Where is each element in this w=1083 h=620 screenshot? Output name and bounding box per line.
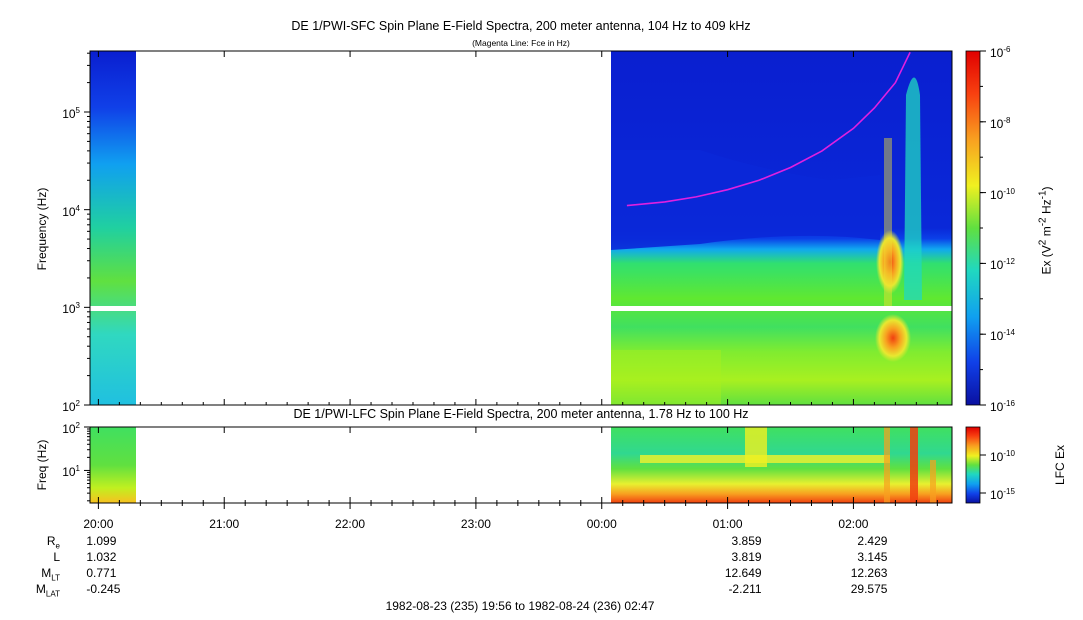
lfc-colorbar-scale	[965, 426, 981, 504]
colorbar-tick-label: 10-12	[990, 257, 1015, 273]
sfc-colorbar-scale	[965, 50, 981, 406]
lfc-spectrum-right-block	[611, 427, 952, 503]
ephemeris-row-label: MLAT	[35, 582, 60, 599]
lfc-colorbar	[965, 426, 981, 504]
lfc-y-tick-label: 101	[62, 464, 80, 480]
lfc-y-tick-label: 102	[62, 421, 80, 436]
ephemeris-value: 12.649	[724, 566, 762, 580]
sfc-panel	[89, 50, 953, 406]
time-tick-label: 02:00	[838, 517, 869, 531]
lfc-colorbar-tick-label: 10-15	[990, 487, 1015, 502]
time-tick-label: 21:00	[209, 517, 240, 531]
ephemeris-value: 12.263	[850, 566, 888, 580]
ephemeris-row-label: Re	[46, 534, 60, 551]
sfc-colorbar-ticks	[980, 50, 986, 406]
sfc-y-tick-label: 104	[62, 203, 80, 219]
sfc-colorbar-label: Ex (V2 m-2 Hz-1)	[1037, 186, 1054, 275]
ephemeris-value: 3.819	[731, 550, 762, 564]
time-tick-label: 22:00	[335, 517, 366, 531]
lfc-panel	[89, 426, 953, 504]
sfc-y-axis	[84, 52, 90, 406]
time-tick-label: 01:00	[712, 517, 743, 531]
lfc-title: DE 1/PWI-LFC Spin Plane E-Field Spectra,…	[293, 407, 749, 421]
ephemeris-value: 29.575	[850, 582, 888, 596]
lfc-column-4	[930, 460, 936, 503]
sfc-emission-lowfreq	[611, 350, 721, 405]
ephemeris-value: 1.032	[86, 550, 117, 564]
sfc-y-tick-label: 102	[62, 399, 80, 414]
sfc-emission-hotspot-upper	[876, 230, 904, 294]
time-axis-ticks	[97, 51, 938, 509]
ephemeris-row-label: MLT	[41, 566, 60, 583]
lfc-column-2	[910, 427, 918, 503]
colorbar-tick-label: 10-8	[990, 115, 1011, 131]
sfc-y-tick-label: 105	[62, 106, 80, 121]
sfc-title: DE 1/PWI-SFC Spin Plane E-Field Spectra,…	[291, 19, 751, 33]
ephemeris-value: -2.211	[728, 582, 762, 596]
colorbar-tick-label: 10-14	[990, 328, 1015, 344]
lfc-spectrum-left-block	[90, 427, 136, 503]
sfc-subtitle: (Magenta Line: Fce in Hz)	[472, 38, 570, 48]
time-tick-label: 23:00	[460, 517, 491, 531]
sfc-y-tick-label: 103	[62, 301, 80, 317]
ephemeris-row-label: L	[53, 550, 60, 564]
lfc-column-3	[884, 427, 890, 503]
sfc-quiet-region	[611, 150, 880, 250]
lfc-colorbar-ticks	[980, 454, 986, 494]
lfc-colorbar-tick-label: 10-10	[990, 449, 1015, 464]
ephemeris-value: -0.245	[86, 582, 121, 596]
lfc-plot-frame	[89, 426, 953, 504]
time-tick-label: 00:00	[586, 517, 617, 531]
sfc-emission-hotspot-lower	[875, 314, 911, 362]
fce-line	[626, 51, 911, 207]
ephemeris-value: 1.099	[86, 534, 117, 548]
lfc-y-axis	[84, 426, 90, 502]
sfc-plot-frame	[89, 50, 953, 406]
time-tick-label: 20:00	[83, 517, 114, 531]
colorbar-tick-label: 10-6	[990, 45, 1011, 60]
ephemeris-value: 0.771	[86, 566, 117, 580]
sfc-spectrum-left-block	[90, 51, 136, 405]
colorbar-tick-label: 10-16	[990, 399, 1015, 414]
ephemeris-value: 2.429	[857, 534, 888, 548]
ephemeris-value: 3.859	[731, 534, 762, 548]
colorbar-tick-label: 10-10	[990, 186, 1015, 202]
sfc-emission-column-2	[904, 77, 922, 300]
lfc-column-1	[745, 427, 767, 467]
sfc-colorbar	[965, 50, 981, 406]
time-range-label: 1982-08-23 (235) 19:56 to 1982-08-24 (23…	[385, 599, 655, 613]
sfc-emission-column-1	[884, 138, 892, 308]
ephemeris-value: 3.145	[857, 550, 888, 564]
sfc-band-gap	[90, 306, 952, 311]
